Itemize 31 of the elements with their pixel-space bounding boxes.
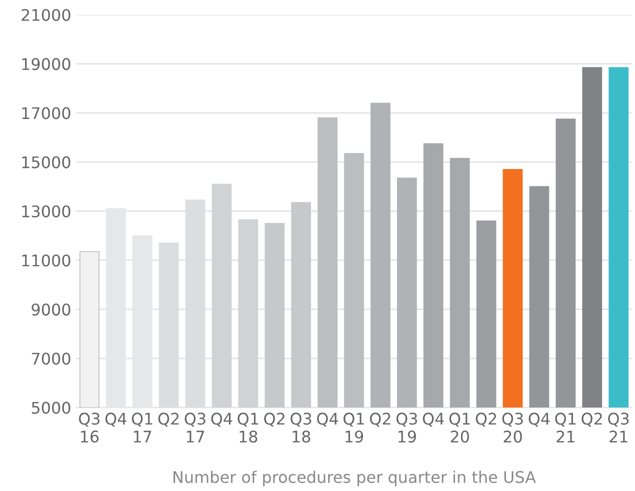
x-tick-label: Q1 20: [449, 412, 470, 443]
y-tick-label: 19000: [22, 58, 70, 70]
x-tick-label: Q3 21: [608, 412, 629, 442]
x-tick-label: Q2: [582, 412, 602, 427]
x-tick-label: Q3 20: [502, 412, 523, 443]
x-tick-label: Q4: [317, 412, 338, 427]
y-tick-label: 17000: [22, 107, 70, 120]
y-tick-label: 21000: [22, 8, 70, 22]
x-tick-label: Q4: [211, 412, 232, 427]
y-tick-label: 7000: [32, 352, 70, 365]
x-tick-label: Q1 21: [555, 412, 576, 442]
x-tick-label: Q1 19: [344, 412, 364, 443]
x-tick-label: Q2: [158, 412, 179, 427]
x-tick-label: Q3 19: [396, 412, 418, 443]
x-tick-label: Q4: [105, 412, 126, 427]
y-tick-label: 13000: [22, 205, 70, 218]
y-tick-label: 5000: [32, 402, 70, 414]
x-tick-label: Q1 18: [238, 412, 258, 443]
x-tick-label: Q2: [264, 412, 284, 427]
y-tick-label: 15000: [22, 156, 70, 168]
y-tick-label: 11000: [22, 254, 70, 267]
x-axis-title: Number of procedures per quarter in the USA: [174, 470, 536, 486]
x-tick-label: Q2: [476, 412, 496, 427]
x-tick-label: Q4: [422, 412, 444, 427]
x-tick-label: Q4: [528, 412, 550, 427]
y-tick-label: 9000: [32, 304, 70, 316]
x-tick-label: Q1 17: [132, 412, 152, 442]
x-tick-label: Q3 17: [184, 412, 206, 442]
x-tick-label: Q3 18: [290, 412, 312, 443]
x-tick-label: Q2: [370, 412, 390, 427]
x-tick-label: Q3 16: [78, 412, 100, 443]
